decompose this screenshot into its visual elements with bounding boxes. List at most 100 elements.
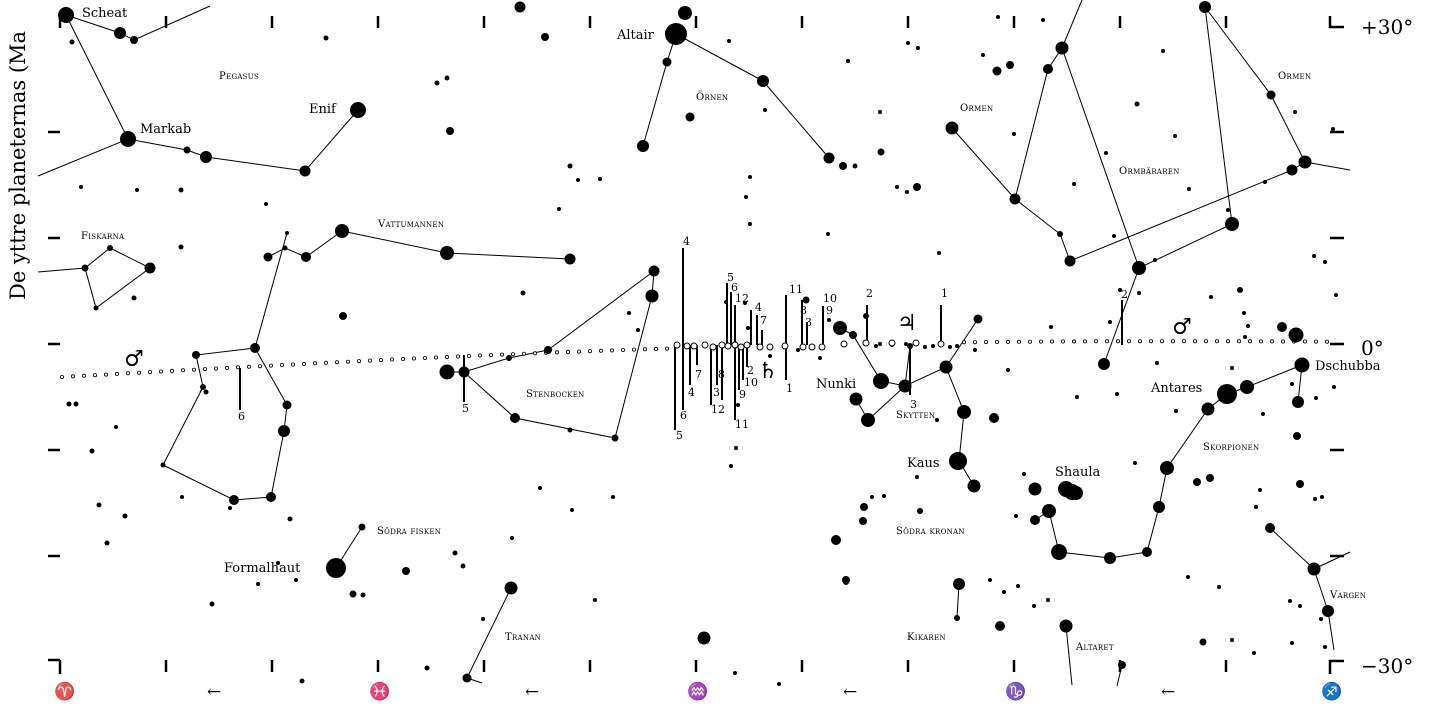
star [1118, 661, 1126, 669]
star [1055, 41, 1069, 55]
star [860, 503, 868, 511]
constellation-label-ornen: Örnen [696, 91, 728, 103]
star [748, 175, 752, 179]
star [906, 41, 910, 45]
ecliptic-dot [136, 370, 141, 375]
ecliptic-dot [599, 348, 604, 353]
star [1161, 49, 1165, 53]
star [1296, 480, 1304, 488]
svg-text:6: 6 [680, 409, 687, 422]
svg-text:10: 10 [823, 292, 837, 305]
svg-text:11: 11 [735, 418, 749, 431]
star [434, 80, 440, 86]
star [1009, 193, 1021, 205]
star [89, 448, 95, 454]
ecliptic-dot [621, 347, 626, 352]
star [1258, 488, 1262, 492]
ecliptic-dot [235, 365, 240, 370]
star [861, 413, 875, 427]
star [1098, 358, 1110, 370]
constellation-label-kikaren: Kikaren [907, 632, 946, 643]
star [1292, 396, 1304, 408]
star [564, 253, 576, 265]
star [299, 678, 305, 684]
star [839, 162, 847, 170]
star [1155, 361, 1159, 365]
star [263, 252, 273, 262]
star [734, 446, 738, 450]
star [1323, 260, 1327, 264]
star [294, 578, 298, 582]
star [843, 579, 849, 585]
star [949, 452, 967, 470]
ecliptic-dot [93, 373, 98, 378]
ecliptic-dot [1006, 339, 1011, 344]
svg-text:5: 5 [462, 402, 469, 415]
ecliptic-dot [224, 365, 229, 370]
jupiter-icon: ♃ [897, 311, 917, 336]
star [1043, 64, 1053, 74]
ecliptic-dot [654, 346, 659, 351]
star [895, 185, 899, 189]
star-label-enif: Enif [309, 102, 337, 117]
star [1313, 497, 1317, 501]
star [1137, 291, 1141, 295]
pisces-icon: ♓ [369, 681, 390, 702]
star [107, 245, 113, 251]
star [285, 231, 289, 235]
star [744, 195, 748, 199]
star [874, 344, 878, 348]
star [967, 479, 981, 493]
star [1230, 638, 1234, 642]
svg-text:2: 2 [866, 287, 873, 300]
ecliptic-dot [1094, 339, 1099, 344]
star [955, 344, 959, 348]
ecliptic-dot [466, 353, 471, 358]
ecliptic-dot [60, 374, 65, 379]
star [481, 617, 485, 621]
svg-text:3: 3 [713, 386, 720, 399]
star [823, 152, 835, 164]
star [636, 328, 640, 332]
ecliptic-dot [444, 354, 449, 359]
star [402, 567, 410, 575]
star [917, 508, 923, 514]
ecliptic-dot [510, 352, 515, 357]
star [178, 244, 184, 250]
star [1160, 461, 1174, 475]
star [256, 582, 260, 586]
svg-text:3: 3 [805, 316, 812, 329]
star [1277, 322, 1287, 332]
star-label-altair: Altair [616, 28, 655, 43]
star [1193, 478, 1201, 486]
constellation-label-vargen: Vargen [1329, 590, 1366, 601]
ecliptic-dot [126, 371, 131, 376]
arrow-left-icon: ← [207, 682, 221, 702]
star [1266, 90, 1276, 100]
star [1290, 382, 1294, 386]
star [576, 178, 580, 182]
star [135, 188, 139, 192]
stars [58, 1, 1338, 686]
ecliptic-dot [665, 346, 670, 351]
ecliptic-dot [577, 349, 582, 354]
star [1298, 155, 1312, 169]
star [1059, 619, 1073, 633]
ecliptic-dot [499, 352, 504, 357]
star-label-shaula: Shaula [1055, 465, 1101, 480]
star [567, 163, 573, 169]
ecliptic-dot [533, 351, 538, 356]
declination-label-top: +30° [1361, 15, 1413, 39]
ecliptic-dot [147, 370, 152, 375]
star [1108, 320, 1112, 324]
ecliptic-dot [477, 353, 482, 358]
constellation-label-stenbocken: Stenbocken [526, 389, 585, 400]
star [114, 425, 118, 429]
star [114, 27, 126, 39]
constellation-label-fiskarna: Fiskarna [81, 231, 125, 242]
constellation-label-sodra-kronan: Södra kronan [896, 526, 965, 537]
ecliptic-dot [1149, 339, 1154, 344]
star [1142, 547, 1152, 557]
ecliptic-dot [158, 369, 163, 374]
